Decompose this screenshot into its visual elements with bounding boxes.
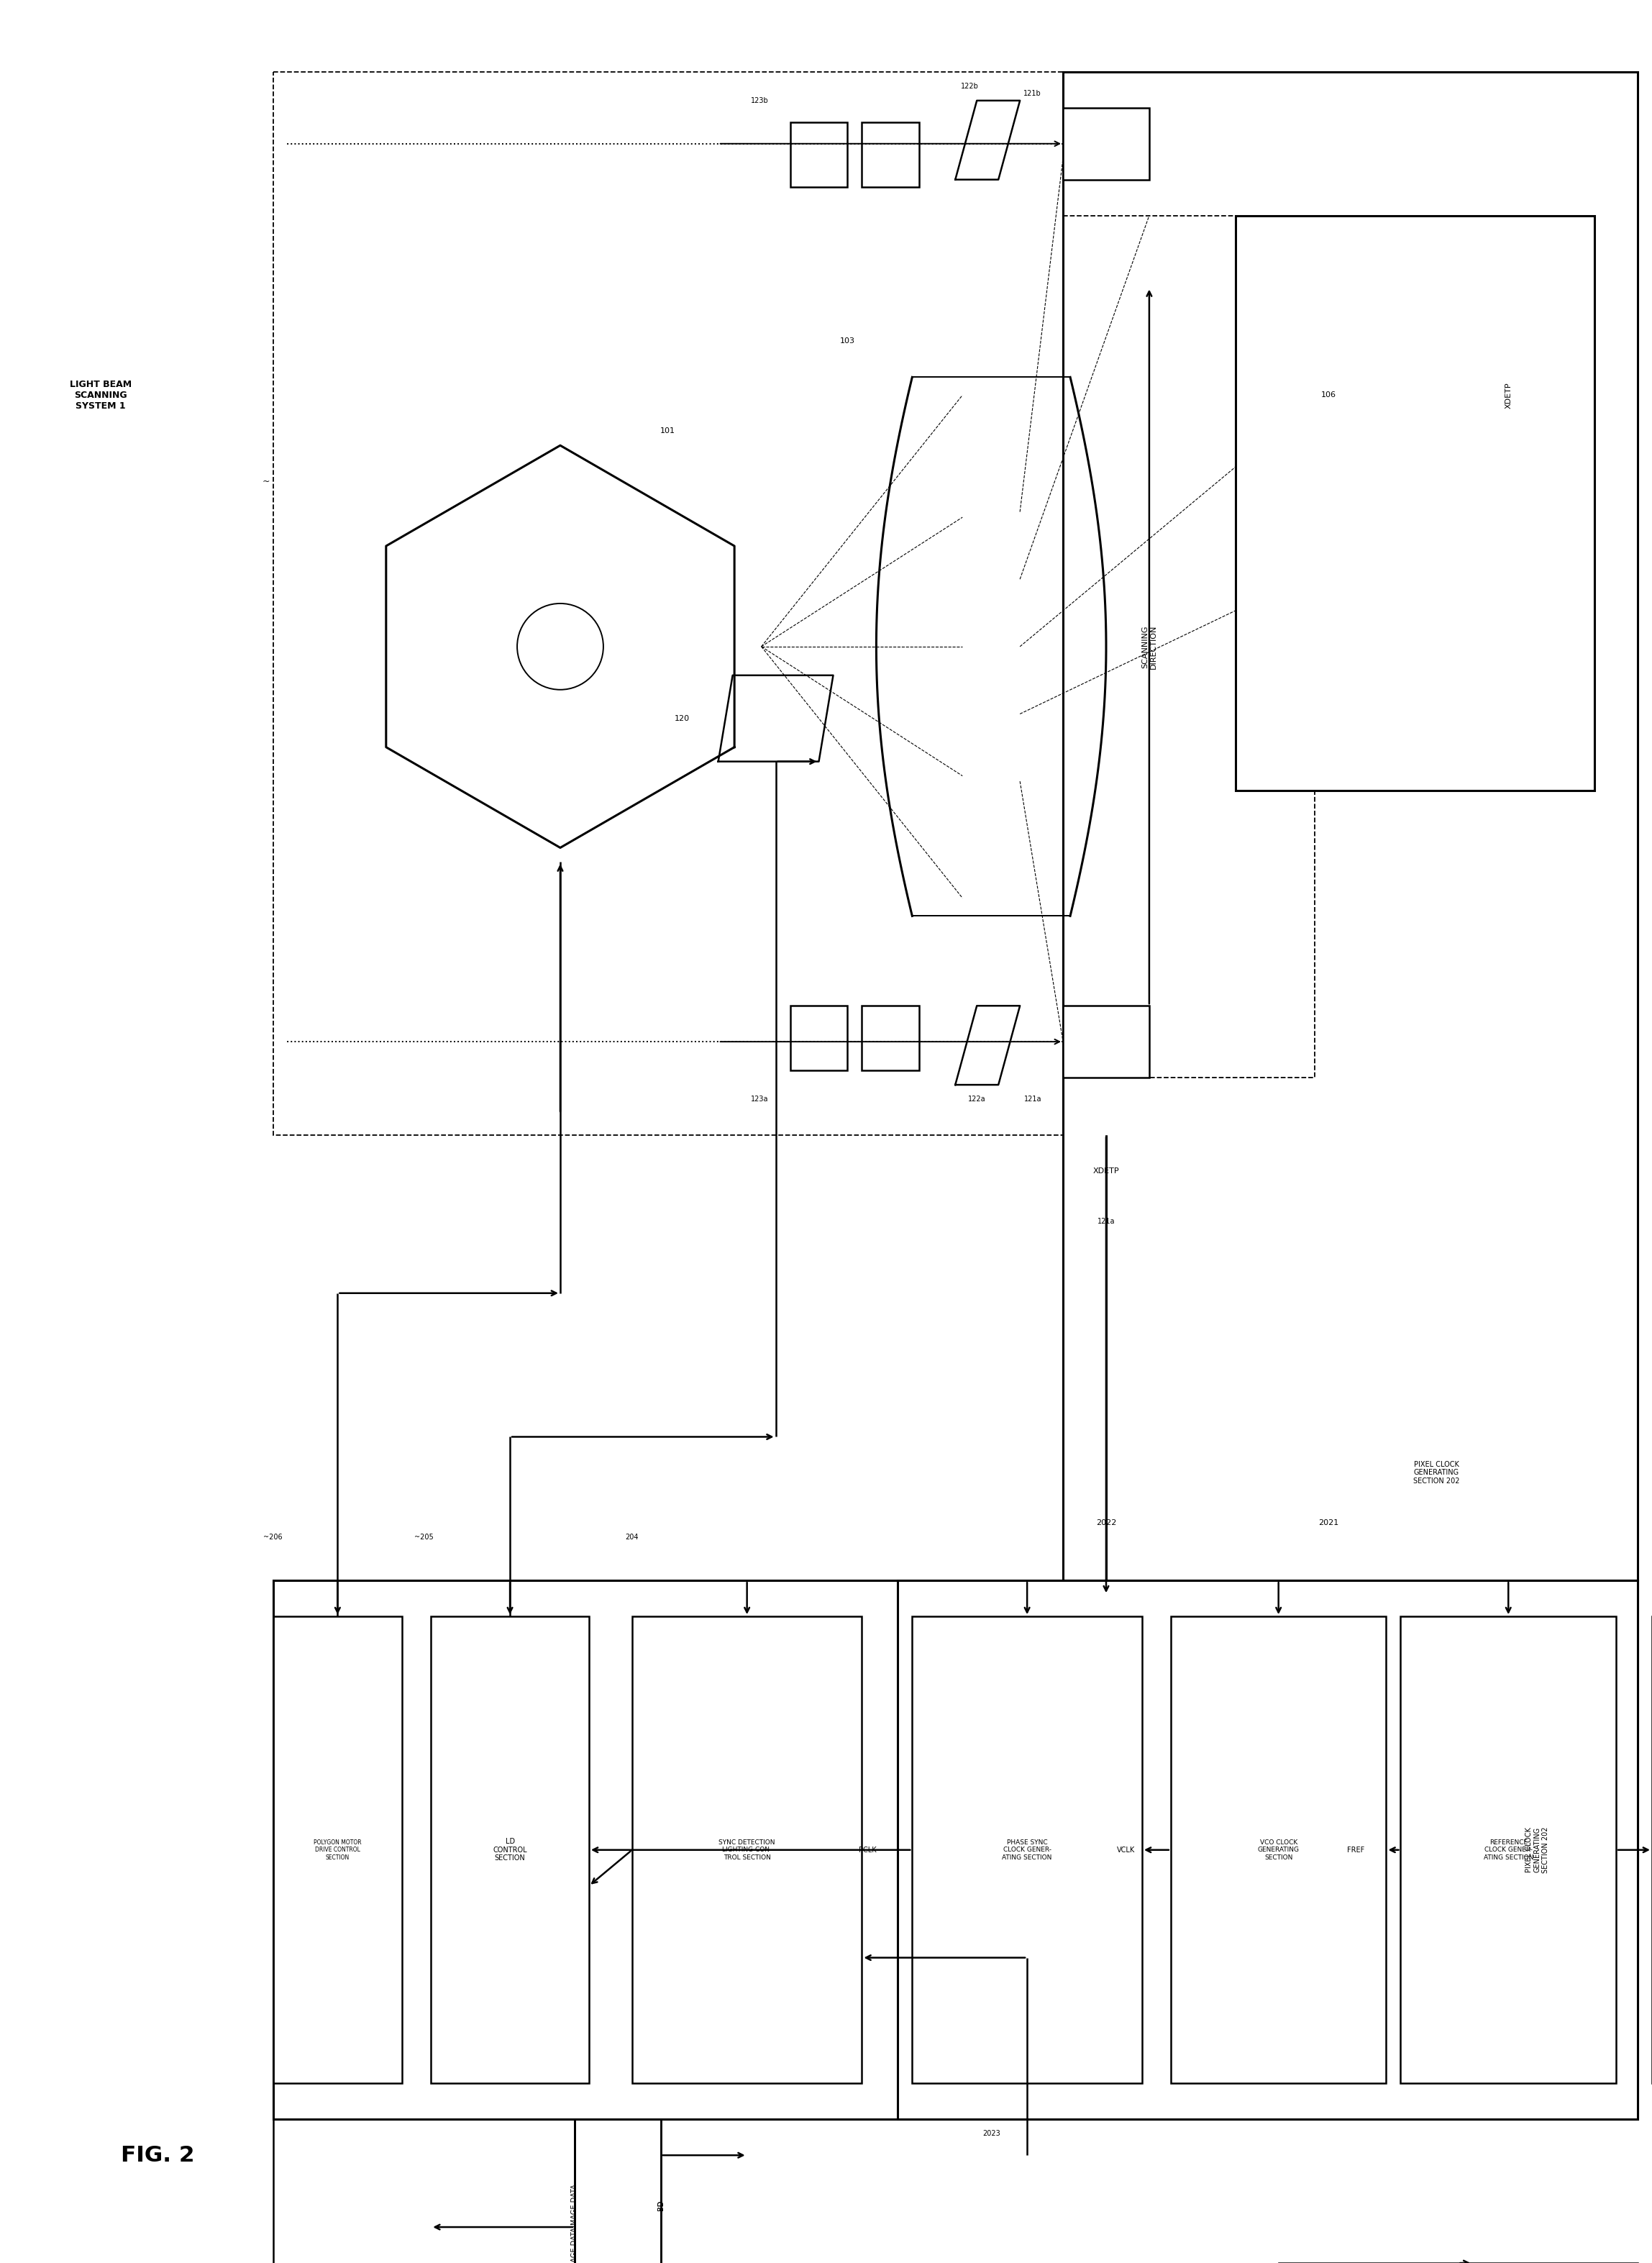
Text: FIG. 2: FIG. 2 bbox=[121, 2145, 195, 2166]
Text: PHASE SYNC
CLOCK GENER-
ATING SECTION: PHASE SYNC CLOCK GENER- ATING SECTION bbox=[1003, 1840, 1052, 1860]
Text: 123a: 123a bbox=[752, 1095, 768, 1102]
Text: 121a: 121a bbox=[1097, 1217, 1115, 1224]
Text: REFERENCE
CLOCK GENER-
ATING SECTION: REFERENCE CLOCK GENER- ATING SECTION bbox=[1483, 1840, 1533, 1860]
Bar bbox=[1062, 72, 1637, 1580]
Bar bbox=[862, 122, 920, 188]
Text: 120: 120 bbox=[674, 715, 691, 722]
Bar bbox=[633, 1616, 862, 2084]
Bar bbox=[1401, 1616, 1616, 2084]
Text: IMAGE DATA: IMAGE DATA bbox=[572, 2184, 578, 2227]
Bar bbox=[1062, 109, 1150, 179]
Text: 123b: 123b bbox=[750, 97, 768, 104]
Bar bbox=[790, 1005, 847, 1070]
Text: 2021: 2021 bbox=[1318, 1518, 1338, 1528]
Text: POLYGON MOTOR
DRIVE CONTROL
SECTION: POLYGON MOTOR DRIVE CONTROL SECTION bbox=[314, 1840, 362, 1860]
Text: 122a: 122a bbox=[968, 1095, 986, 1102]
Text: SCANNING
DIRECTION: SCANNING DIRECTION bbox=[1142, 625, 1156, 668]
Text: ~: ~ bbox=[263, 477, 269, 487]
Text: PIXEL CLOCK
GENERATING
SECTION 202: PIXEL CLOCK GENERATING SECTION 202 bbox=[1525, 1826, 1550, 1874]
Text: SYNC DETECTION
LIGHTING CON-
TROL SECTION: SYNC DETECTION LIGHTING CON- TROL SECTIO… bbox=[719, 1840, 775, 1860]
Text: VCLK: VCLK bbox=[1117, 1847, 1135, 1853]
Text: XDETP: XDETP bbox=[1094, 1168, 1120, 1174]
Bar bbox=[1236, 215, 1594, 790]
Bar bbox=[862, 1005, 920, 1070]
Text: 121b: 121b bbox=[1024, 91, 1041, 97]
Text: 101: 101 bbox=[661, 428, 676, 434]
Text: XDETP: XDETP bbox=[1505, 382, 1512, 407]
Bar bbox=[1171, 1616, 1386, 2084]
Text: PCLK: PCLK bbox=[859, 1847, 876, 1853]
Text: BD: BD bbox=[657, 2200, 664, 2211]
Bar bbox=[1062, 215, 1315, 1077]
Bar bbox=[431, 1616, 590, 2084]
Text: ~206: ~206 bbox=[263, 1534, 282, 1541]
Text: LIGHT BEAM
SCANNING
SYSTEM 1: LIGHT BEAM SCANNING SYSTEM 1 bbox=[69, 380, 132, 410]
Text: IMAGE DATA: IMAGE DATA bbox=[572, 2227, 578, 2263]
Bar bbox=[273, 72, 1315, 1136]
Text: FREF: FREF bbox=[1348, 1847, 1365, 1853]
Text: ~205: ~205 bbox=[415, 1534, 433, 1541]
Text: 103: 103 bbox=[839, 337, 856, 344]
Bar bbox=[912, 1616, 1142, 2084]
Text: 2022: 2022 bbox=[1095, 1518, 1117, 1528]
Bar bbox=[273, 1616, 401, 2084]
Text: LD
CONTROL
SECTION: LD CONTROL SECTION bbox=[492, 1838, 527, 1862]
Text: 121a: 121a bbox=[1024, 1095, 1041, 1102]
Bar bbox=[790, 122, 847, 188]
Text: 2023: 2023 bbox=[983, 2129, 999, 2136]
Text: 204: 204 bbox=[626, 1534, 639, 1541]
Bar bbox=[1062, 1005, 1150, 1077]
Bar bbox=[273, 1580, 1637, 2120]
Text: BD: BD bbox=[657, 2200, 664, 2211]
Text: VCO CLOCK
GENERATING
SECTION: VCO CLOCK GENERATING SECTION bbox=[1257, 1840, 1300, 1860]
Bar bbox=[897, 1580, 1637, 2120]
Text: 106: 106 bbox=[1322, 391, 1336, 398]
Text: 122b: 122b bbox=[961, 84, 978, 91]
Text: PIXEL CLOCK
GENERATING
SECTION 202: PIXEL CLOCK GENERATING SECTION 202 bbox=[1414, 1462, 1460, 1485]
